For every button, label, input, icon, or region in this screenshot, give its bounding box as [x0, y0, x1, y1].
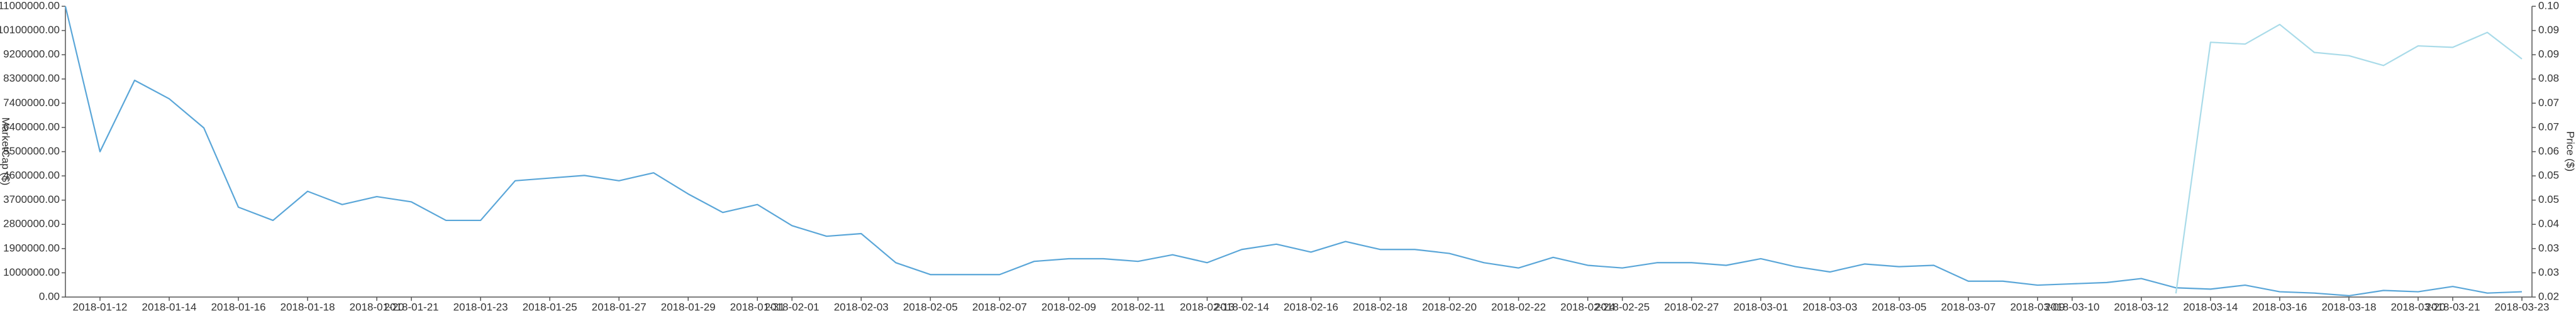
y2-tick-label: 0.03: [2538, 266, 2559, 278]
x-tick-label: 2018-03-03: [1802, 301, 1857, 313]
x-tick-label: 2018-02-16: [1284, 301, 1338, 313]
x-tick-label: 2018-03-12: [2114, 301, 2168, 313]
x-tick-label: 2018-02-01: [765, 301, 819, 313]
x-tick-label: 2018-03-14: [2183, 301, 2238, 313]
y2-tick-label: 0.10: [2538, 0, 2559, 11]
x-tick-label: 2018-03-01: [1733, 301, 1788, 313]
x-tick-label: 2018-03-23: [2495, 301, 2550, 313]
x-tick-label: 2018-01-14: [142, 301, 197, 313]
y2-tick-label: 0.03: [2538, 242, 2559, 254]
y-tick-label: 3700000.00: [3, 193, 60, 205]
y2-tick-label: 0.08: [2538, 72, 2559, 84]
y-tick-label: 5500000.00: [3, 145, 60, 157]
x-tick-label: 2018-02-13: [1180, 301, 1235, 313]
x-tick-label: 2018-01-25: [523, 301, 577, 313]
y-tick-label: 10100000.00: [0, 24, 60, 36]
x-tick-label: 2018-01-21: [384, 301, 439, 313]
x-tick-label: 2018-01-20: [350, 301, 404, 313]
x-tick-label: 2018-02-25: [1595, 301, 1650, 313]
y2-tick-label: 0.05: [2538, 170, 2559, 181]
x-tick-label: 2018-02-03: [834, 301, 889, 313]
x-tick-label: 2018-01-16: [211, 301, 266, 313]
x-tick-label: 2018-02-18: [1353, 301, 1407, 313]
y-tick-label: 8300000.00: [3, 72, 60, 84]
x-tick-label: 2018-02-27: [1664, 301, 1719, 313]
x-tick-label: 2018-02-14: [1214, 301, 1269, 313]
x-tick-label: 2018-02-24: [1560, 301, 1615, 313]
x-tick-label: 2018-01-23: [453, 301, 508, 313]
x-tick-label: 2018-03-18: [2321, 301, 2376, 313]
x-tick-label: 2018-03-07: [1941, 301, 1996, 313]
x-tick-label: 2018-03-20: [2390, 301, 2445, 313]
x-tick-label: 2018-02-20: [1422, 301, 1477, 313]
y2-tick-label: 0.05: [2538, 193, 2559, 205]
x-tick-label: 2018-02-09: [1041, 301, 1096, 313]
x-tick-label: 2018-02-22: [1491, 301, 1546, 313]
y2-tick-label: 0.04: [2538, 218, 2559, 230]
y-tick-label: 6400000.00: [3, 121, 60, 133]
line-series: [64, 6, 2523, 296]
y-tick-label: 11000000.00: [0, 0, 60, 11]
y2-tick-label: 0.07: [2538, 121, 2559, 133]
x-tick-label: 2018-02-11: [1111, 301, 1165, 313]
x-tick-label: 2018-03-09: [2010, 301, 2065, 313]
y2-tick-label: 0.06: [2538, 145, 2559, 157]
y2-tick-label: 0.07: [2538, 97, 2559, 109]
x-tick-label: 2018-03-10: [2045, 301, 2099, 313]
x-tick-label: 2018-03-05: [1872, 301, 1926, 313]
x-tick-label: 2018-01-12: [73, 301, 128, 313]
y-tick-label: 0.00: [39, 290, 60, 302]
y-axis-title: MarketCap ($): [0, 117, 12, 186]
y2-axis-title: Price ($): [2565, 131, 2576, 171]
x-tick-label: 2018-01-31: [730, 301, 785, 313]
y2-tick-label: 0.09: [2538, 48, 2559, 60]
y2-tick-label: 0.09: [2538, 24, 2559, 36]
x-tick-label: 2018-02-05: [903, 301, 958, 313]
y-tick-label: 9200000.00: [3, 48, 60, 60]
y2-tick-label: 0.02: [2538, 290, 2559, 302]
x-tick-label: 2018-01-18: [280, 301, 335, 313]
x-tick-label: 2018-03-21: [2425, 301, 2480, 313]
y-tick-label: 4600000.00: [3, 170, 60, 181]
y-tick-label: 1900000.00: [3, 242, 60, 254]
y-tick-label: 7400000.00: [3, 97, 60, 109]
x-tick-label: 2018-02-07: [972, 301, 1027, 313]
y-tick-label: 1000000.00: [3, 266, 60, 278]
x-tick-label: 2018-03-16: [2252, 301, 2307, 313]
x-tick-label: 2018-01-29: [661, 301, 716, 313]
x-tick-label: 2018-01-27: [592, 301, 647, 313]
line-series: [2175, 23, 2523, 294]
y-tick-label: 2800000.00: [3, 218, 60, 230]
